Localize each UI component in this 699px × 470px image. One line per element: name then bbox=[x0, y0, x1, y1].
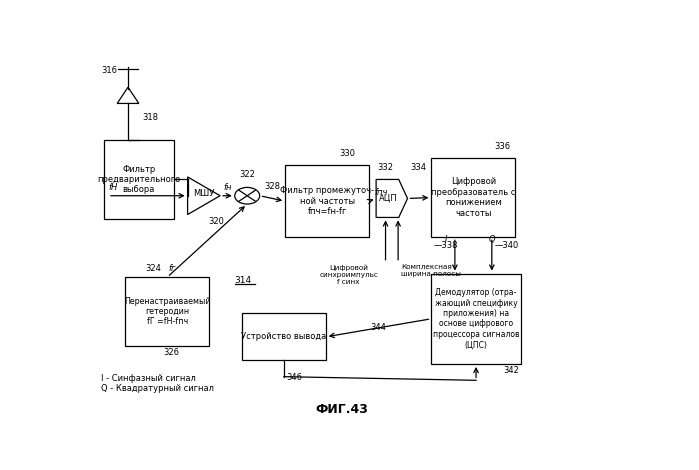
Text: 346: 346 bbox=[287, 373, 303, 382]
Text: 336: 336 bbox=[494, 141, 510, 151]
Text: Цифровой
синхроимпульс
f синх: Цифровой синхроимпульс f синх bbox=[319, 265, 378, 285]
Text: 328: 328 bbox=[264, 182, 280, 191]
Text: I: I bbox=[445, 235, 447, 243]
Text: Цифровой
преобразователь с
понижением
частоты: Цифровой преобразователь с понижением ча… bbox=[431, 178, 516, 218]
Text: —340: —340 bbox=[494, 241, 519, 250]
Text: 334: 334 bbox=[410, 164, 426, 172]
Text: —338: —338 bbox=[433, 241, 458, 250]
Text: Демодулятор (отра-
жающий специфику
приложения) на
основе цифрового
процессора с: Демодулятор (отра- жающий специфику прил… bbox=[433, 288, 519, 349]
Text: 320: 320 bbox=[208, 217, 224, 226]
Bar bbox=[285, 165, 369, 237]
Bar bbox=[242, 313, 326, 360]
Text: ФИГ.43: ФИГ.43 bbox=[315, 403, 368, 416]
Text: 326: 326 bbox=[163, 348, 179, 357]
Text: АЦП: АЦП bbox=[380, 194, 398, 203]
Text: Перенастраиваемый
гетеродин
fГ =fН-fпч: Перенастраиваемый гетеродин fГ =fН-fпч bbox=[124, 297, 210, 327]
Text: 330: 330 bbox=[340, 149, 356, 158]
Bar bbox=[431, 274, 521, 364]
Bar bbox=[125, 277, 209, 346]
Text: fН: fН bbox=[108, 183, 117, 192]
Text: fпч: fпч bbox=[375, 188, 388, 196]
Text: 318: 318 bbox=[143, 113, 159, 122]
Text: Q: Q bbox=[489, 235, 496, 243]
Text: Фильтр
предварительного
выбора: Фильтр предварительного выбора bbox=[97, 164, 180, 195]
Text: 332: 332 bbox=[377, 164, 394, 172]
Text: I - Синфазный сигнал: I - Синфазный сигнал bbox=[101, 374, 196, 383]
Text: Комплексная
ширина полосы: Комплексная ширина полосы bbox=[401, 265, 461, 277]
Text: 324: 324 bbox=[145, 264, 161, 273]
Text: 316: 316 bbox=[101, 66, 117, 75]
Text: fг: fг bbox=[168, 264, 175, 273]
Text: МШУ: МШУ bbox=[193, 189, 215, 198]
Bar bbox=[103, 140, 174, 219]
Text: 342: 342 bbox=[503, 366, 519, 375]
Text: Фильтр промежуточ-
ной частоты
fпч=fн-fг: Фильтр промежуточ- ной частоты fпч=fн-fг bbox=[280, 186, 374, 216]
Text: Q - Квадратурный сигнал: Q - Квадратурный сигнал bbox=[101, 384, 214, 393]
Text: 344: 344 bbox=[370, 323, 387, 332]
Bar bbox=[431, 158, 515, 237]
Text: 314: 314 bbox=[235, 275, 252, 285]
Text: fн: fн bbox=[223, 183, 231, 192]
Text: 322: 322 bbox=[239, 170, 255, 179]
Text: Устройство вывода: Устройство вывода bbox=[241, 332, 326, 341]
